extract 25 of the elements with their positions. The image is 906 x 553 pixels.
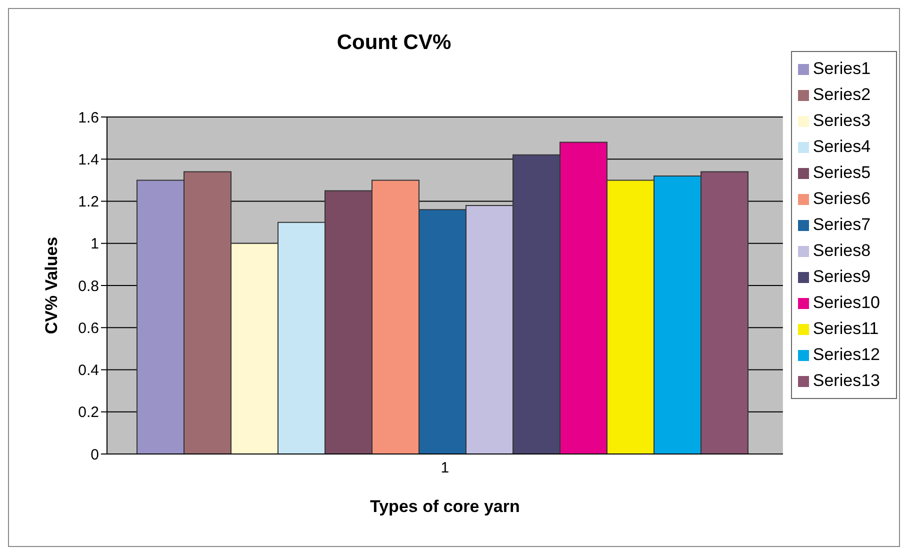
legend-label: Series3 — [812, 111, 871, 130]
legend-label: Series1 — [812, 59, 871, 78]
legend-label: Series6 — [812, 189, 871, 208]
legend-label: Series2 — [812, 85, 871, 104]
legend-label: Series9 — [812, 267, 871, 286]
legend-label: Series8 — [812, 241, 871, 260]
y-tick-label: 0.4 — [78, 362, 99, 380]
y-tick-label: 1.2 — [78, 194, 99, 211]
legend-label: Series10 — [812, 293, 880, 312]
chart-title: Count CV% — [336, 31, 452, 55]
y-tick-label: 0.8 — [78, 278, 99, 295]
y-axis-title: CV% Values — [42, 236, 62, 334]
legend-label: Series11 — [812, 319, 879, 338]
y-tick-label: 0.6 — [78, 320, 99, 337]
y-tick-label: 0 — [90, 446, 99, 464]
y-tick-label: 1.6 — [78, 109, 99, 126]
y-tick-label: 1.4 — [78, 151, 99, 168]
legend-label: Series7 — [812, 215, 871, 234]
legend-label: Series5 — [812, 163, 871, 182]
legend-label: Series13 — [812, 371, 880, 390]
y-tick-label: 0.2 — [78, 404, 99, 422]
y-tick-label: 1 — [90, 236, 99, 253]
x-axis-title: Types of core yarn — [370, 497, 520, 516]
legend-label: Series12 — [812, 345, 880, 364]
legend-label: Series4 — [812, 137, 871, 156]
